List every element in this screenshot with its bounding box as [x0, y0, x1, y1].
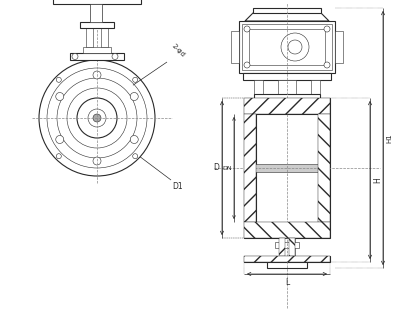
Bar	[239, 21, 335, 73]
Circle shape	[281, 33, 309, 61]
Bar	[249, 29, 325, 65]
Circle shape	[323, 108, 327, 112]
Text: D: D	[213, 163, 219, 173]
Bar	[278, 100, 296, 114]
Circle shape	[323, 232, 327, 236]
Bar	[244, 256, 330, 262]
Bar	[335, 31, 343, 63]
Bar	[254, 164, 320, 172]
Bar	[244, 114, 256, 222]
Circle shape	[247, 108, 251, 112]
Bar	[292, 100, 296, 114]
Bar	[278, 100, 282, 114]
Circle shape	[324, 62, 330, 68]
Circle shape	[56, 154, 61, 159]
Text: D1: D1	[172, 182, 183, 191]
Circle shape	[323, 224, 327, 228]
Circle shape	[47, 68, 147, 168]
Bar	[254, 80, 263, 94]
Bar	[242, 24, 332, 70]
Bar	[244, 256, 330, 262]
Text: H1: H1	[386, 133, 392, 143]
Circle shape	[130, 135, 138, 144]
Bar	[244, 222, 330, 238]
Text: L: L	[285, 278, 289, 287]
Bar	[279, 238, 285, 256]
Circle shape	[56, 92, 64, 100]
Bar	[80, 22, 114, 28]
Text: 2-φd: 2-φd	[171, 43, 186, 58]
Circle shape	[39, 60, 155, 176]
Circle shape	[288, 40, 302, 54]
Circle shape	[88, 109, 106, 127]
Circle shape	[93, 114, 101, 122]
Bar	[278, 80, 296, 94]
Bar	[70, 53, 124, 60]
Circle shape	[112, 53, 118, 59]
Circle shape	[133, 77, 138, 82]
Bar	[253, 8, 321, 13]
Bar	[279, 238, 295, 256]
Bar	[289, 238, 295, 256]
Circle shape	[324, 26, 330, 32]
Circle shape	[244, 26, 250, 32]
Bar	[83, 47, 111, 53]
Bar	[318, 114, 330, 222]
Circle shape	[244, 62, 250, 68]
Circle shape	[133, 154, 138, 159]
Bar	[101, 27, 108, 47]
Bar	[86, 27, 93, 47]
Circle shape	[67, 88, 127, 148]
Circle shape	[130, 92, 138, 100]
Bar	[318, 114, 330, 222]
Bar	[90, 4, 102, 22]
Circle shape	[56, 77, 61, 82]
Polygon shape	[245, 13, 329, 21]
Circle shape	[56, 135, 64, 144]
Bar	[244, 114, 256, 222]
Bar	[244, 222, 330, 238]
Circle shape	[93, 157, 101, 165]
Bar	[244, 98, 330, 114]
Bar	[243, 73, 331, 80]
Circle shape	[323, 100, 327, 104]
Circle shape	[57, 78, 137, 158]
Bar	[254, 94, 320, 100]
Bar	[90, 4, 102, 22]
Bar	[244, 98, 330, 114]
Circle shape	[72, 53, 78, 59]
Bar	[53, 0, 141, 4]
Bar	[231, 31, 239, 63]
Circle shape	[77, 98, 117, 138]
Bar	[311, 80, 320, 94]
Circle shape	[247, 100, 251, 104]
Circle shape	[247, 224, 251, 228]
Bar	[267, 262, 307, 268]
Circle shape	[93, 71, 101, 79]
Bar	[275, 242, 299, 248]
Circle shape	[247, 232, 251, 236]
Text: DN: DN	[222, 166, 232, 171]
Text: H: H	[373, 177, 382, 183]
